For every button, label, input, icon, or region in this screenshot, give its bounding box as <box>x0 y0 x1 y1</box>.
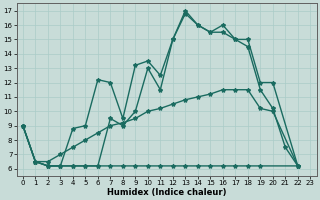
X-axis label: Humidex (Indice chaleur): Humidex (Indice chaleur) <box>107 188 226 197</box>
